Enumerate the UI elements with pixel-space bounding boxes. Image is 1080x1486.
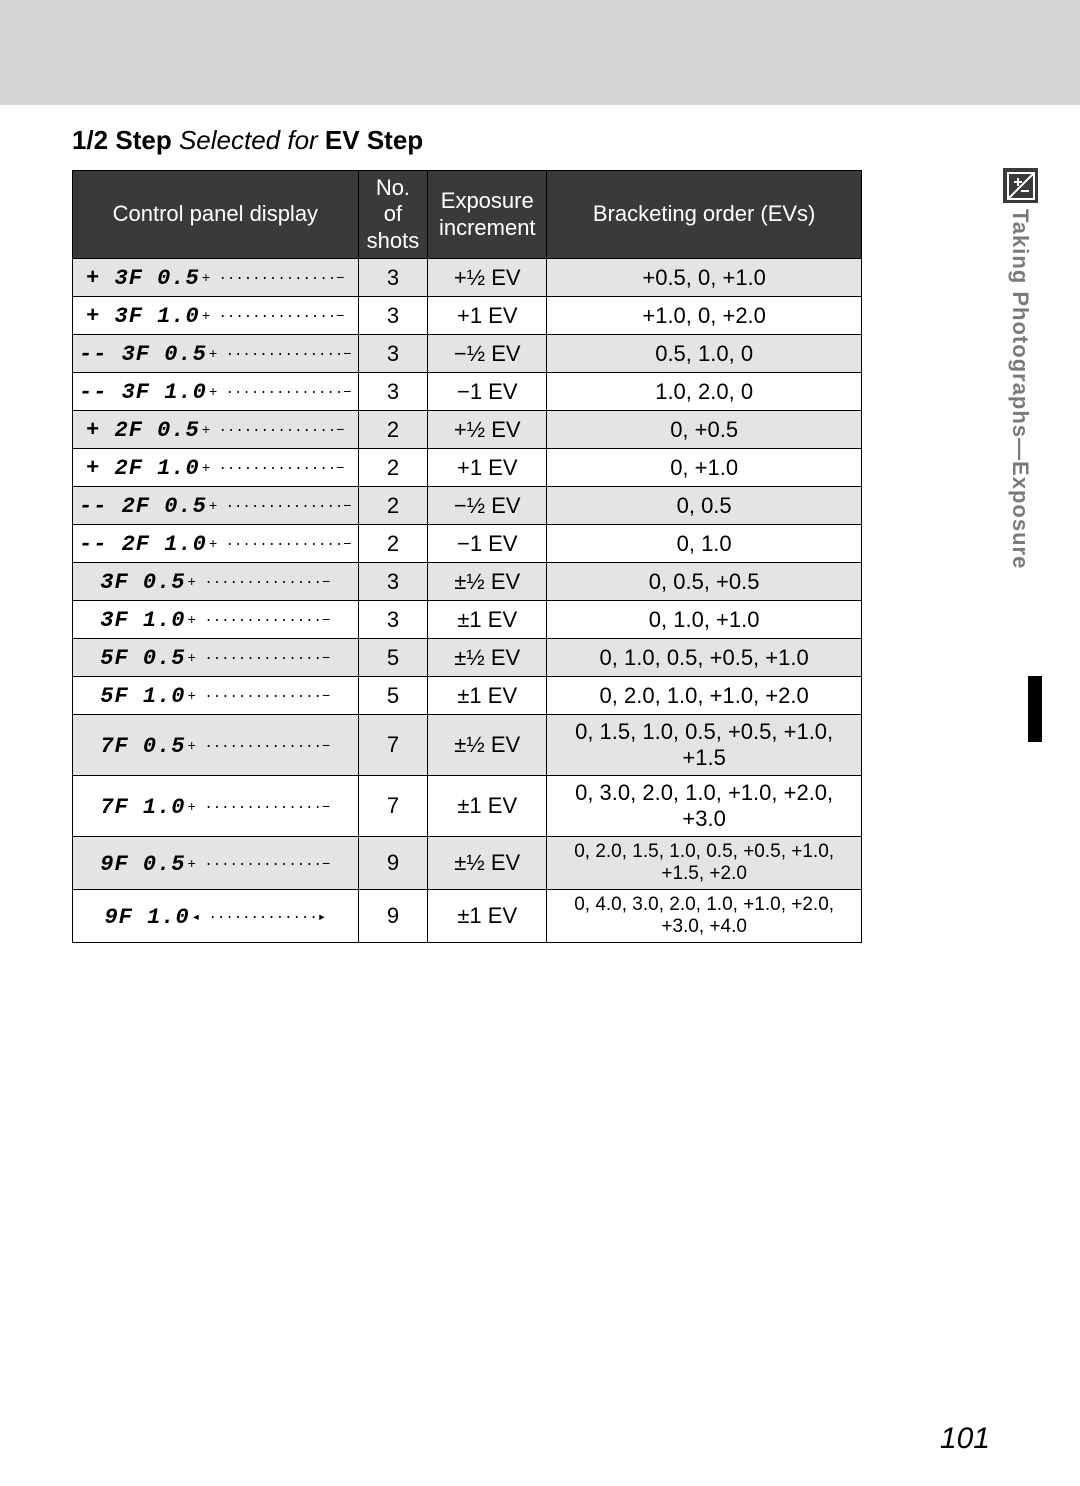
cell-order: 0.5, 1.0, 0 (547, 335, 862, 373)
cell-display: 7F 1.0+ ··············− (73, 776, 359, 837)
cell-increment: ±½ EV (428, 715, 547, 776)
cell-shots: 3 (358, 601, 428, 639)
cell-increment: +1 EV (428, 449, 547, 487)
cell-display: -- 2F 0.5+ ··············− (73, 487, 359, 525)
cell-increment: −1 EV (428, 525, 547, 563)
th-order: Bracketing order (EVs) (547, 171, 862, 259)
cell-increment: ±1 EV (428, 601, 547, 639)
top-gray-bar (0, 0, 1080, 105)
cell-increment: −1 EV (428, 373, 547, 411)
cell-shots: 2 (358, 411, 428, 449)
cell-order: 0, 2.0, 1.0, +1.0, +2.0 (547, 677, 862, 715)
page-content: 1/2 Step Selected for EV Step Control pa… (0, 105, 1080, 943)
table-row: 3F 1.0+ ··············−3±1 EV0, 1.0, +1.… (73, 601, 862, 639)
cell-order: 0, 3.0, 2.0, 1.0, +1.0, +2.0, +3.0 (547, 776, 862, 837)
table-row: 3F 0.5+ ··············−3±½ EV0, 0.5, +0.… (73, 563, 862, 601)
table-row: -- 3F 1.0+ ··············−3−1 EV1.0, 2.0… (73, 373, 862, 411)
cell-display: + 2F 0.5+ ··············− (73, 411, 359, 449)
cell-increment: −½ EV (428, 487, 547, 525)
cell-increment: +½ EV (428, 411, 547, 449)
cell-display: -- 2F 1.0+ ··············− (73, 525, 359, 563)
thumb-index-tab (1028, 676, 1042, 742)
th-display: Control panel display (73, 171, 359, 259)
side-tab: Taking Photographs—Exposure (1003, 168, 1038, 569)
table-row: 5F 0.5+ ··············−5±½ EV0, 1.0, 0.5… (73, 639, 862, 677)
title-suffix: EV Step (325, 125, 423, 155)
th-shots: No. of shots (358, 171, 428, 259)
cell-display: 3F 0.5+ ··············− (73, 563, 359, 601)
bracketing-table: Control panel display No. of shots Expos… (72, 170, 862, 943)
cell-display: -- 3F 0.5+ ··············− (73, 335, 359, 373)
cell-display: 3F 1.0+ ··············− (73, 601, 359, 639)
title-middle: Selected for (172, 125, 325, 155)
cell-order: 0, 0.5 (547, 487, 862, 525)
cell-order: 0, 0.5, +0.5 (547, 563, 862, 601)
cell-shots: 9 (358, 890, 428, 943)
cell-shots: 3 (358, 259, 428, 297)
cell-shots: 3 (358, 335, 428, 373)
cell-display: -- 3F 1.0+ ··············− (73, 373, 359, 411)
cell-order: 0, 1.0, 0.5, +0.5, +1.0 (547, 639, 862, 677)
cell-order: 0, +1.0 (547, 449, 862, 487)
cell-increment: ±1 EV (428, 890, 547, 943)
cell-shots: 7 (358, 776, 428, 837)
table-row: 9F 0.5+ ··············−9±½ EV0, 2.0, 1.5… (73, 837, 862, 890)
cell-display: 7F 0.5+ ··············− (73, 715, 359, 776)
cell-shots: 3 (358, 563, 428, 601)
cell-display: + 3F 0.5+ ··············− (73, 259, 359, 297)
cell-shots: 2 (358, 525, 428, 563)
cell-order: 1.0, 2.0, 0 (547, 373, 862, 411)
cell-increment: +1 EV (428, 297, 547, 335)
section-title: 1/2 Step Selected for EV Step (72, 125, 990, 156)
cell-order: 0, 4.0, 3.0, 2.0, 1.0, +1.0, +2.0, +3.0,… (547, 890, 862, 943)
table-row: 7F 1.0+ ··············−7±1 EV0, 3.0, 2.0… (73, 776, 862, 837)
cell-shots: 7 (358, 715, 428, 776)
cell-shots: 2 (358, 449, 428, 487)
table-row: -- 3F 0.5+ ··············−3−½ EV0.5, 1.0… (73, 335, 862, 373)
table-row: 9F 1.0◂ ·············▸9±1 EV0, 4.0, 3.0,… (73, 890, 862, 943)
cell-increment: −½ EV (428, 335, 547, 373)
cell-order: +0.5, 0, +1.0 (547, 259, 862, 297)
cell-shots: 5 (358, 677, 428, 715)
table-row: + 2F 1.0+ ··············−2+1 EV0, +1.0 (73, 449, 862, 487)
table-row: -- 2F 1.0+ ··············−2−1 EV0, 1.0 (73, 525, 862, 563)
cell-order: 0, 2.0, 1.5, 1.0, 0.5, +0.5, +1.0, +1.5,… (547, 837, 862, 890)
exposure-comp-icon (1003, 168, 1038, 203)
cell-order: 0, 1.0 (547, 525, 862, 563)
cell-increment: ±½ EV (428, 639, 547, 677)
cell-shots: 2 (358, 487, 428, 525)
cell-order: 0, 1.5, 1.0, 0.5, +0.5, +1.0, +1.5 (547, 715, 862, 776)
cell-order: +1.0, 0, +2.0 (547, 297, 862, 335)
cell-display: 9F 1.0◂ ·············▸ (73, 890, 359, 943)
cell-increment: ±½ EV (428, 563, 547, 601)
cell-shots: 3 (358, 373, 428, 411)
cell-order: 0, +0.5 (547, 411, 862, 449)
cell-increment: +½ EV (428, 259, 547, 297)
cell-increment: ±1 EV (428, 677, 547, 715)
page-number: 101 (940, 1422, 990, 1456)
cell-shots: 5 (358, 639, 428, 677)
cell-shots: 3 (358, 297, 428, 335)
side-tab-label: Taking Photographs—Exposure (1007, 209, 1033, 569)
cell-order: 0, 1.0, +1.0 (547, 601, 862, 639)
cell-display: 5F 1.0+ ··············− (73, 677, 359, 715)
table-row: 7F 0.5+ ··············−7±½ EV0, 1.5, 1.0… (73, 715, 862, 776)
cell-display: 9F 0.5+ ··············− (73, 837, 359, 890)
cell-display: + 2F 1.0+ ··············− (73, 449, 359, 487)
cell-increment: ±1 EV (428, 776, 547, 837)
cell-increment: ±½ EV (428, 837, 547, 890)
table-row: + 3F 0.5+ ··············−3+½ EV+0.5, 0, … (73, 259, 862, 297)
table-row: + 2F 0.5+ ··············−2+½ EV0, +0.5 (73, 411, 862, 449)
th-increment: Exposure increment (428, 171, 547, 259)
cell-display: + 3F 1.0+ ··············− (73, 297, 359, 335)
table-row: -- 2F 0.5+ ··············−2−½ EV0, 0.5 (73, 487, 862, 525)
cell-shots: 9 (358, 837, 428, 890)
table-row: + 3F 1.0+ ··············−3+1 EV+1.0, 0, … (73, 297, 862, 335)
title-prefix: 1/2 Step (72, 125, 172, 155)
table-row: 5F 1.0+ ··············−5±1 EV0, 2.0, 1.0… (73, 677, 862, 715)
cell-display: 5F 0.5+ ··············− (73, 639, 359, 677)
